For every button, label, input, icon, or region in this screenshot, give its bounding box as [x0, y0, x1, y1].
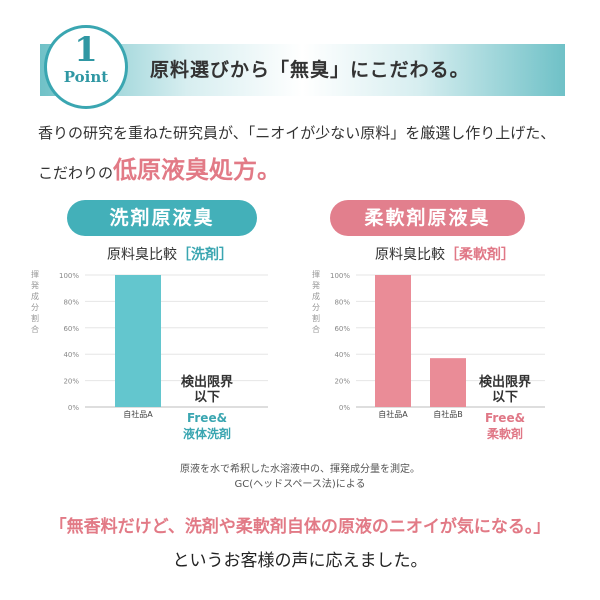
category-label: 液体洗剤	[183, 426, 231, 441]
chart-title-bracket: ［洗剤］	[177, 247, 233, 263]
detection-limit-annotation: 以下	[492, 390, 518, 405]
closing-line: というお客様の声に応えました。	[172, 551, 428, 571]
bar	[430, 358, 466, 407]
y-tick-label: 0%	[339, 404, 350, 412]
customer-quote: 「無香料だけど、洗剤や柔軟剤自体の原液のニオイが気になる。」	[49, 517, 551, 537]
y-axis-label-char: 割	[31, 313, 39, 323]
y-tick-label: 80%	[63, 298, 79, 306]
point-badge	[44, 25, 128, 109]
y-tick-label: 100%	[59, 272, 79, 280]
y-axis-label-char: 発	[312, 281, 320, 290]
y-tick-label: 0%	[68, 404, 79, 412]
bar	[375, 275, 411, 407]
detergent-chart-title: 原料臭比較［洗剤］	[107, 244, 233, 264]
chart-title-bracket: ［柔軟剤］	[445, 247, 515, 263]
detergent-pill: 洗剤原液臭	[67, 200, 257, 236]
detection-limit-annotation: 以下	[194, 390, 220, 405]
y-tick-label: 20%	[334, 378, 350, 386]
intro-line-1: 香りの研究を重ねた研究員が、「ニオイが少ない原料」を厳選し作り上げた、	[38, 124, 556, 142]
y-axis-label-char: 成	[312, 291, 320, 301]
softener-chart-title: 原料臭比較［柔軟剤］	[375, 244, 515, 264]
method-note-1: 原液を水で希釈した水溶液中の、揮発成分量を測定。	[180, 464, 420, 475]
intro-emphasis: 低原液臭処方。	[113, 156, 282, 184]
y-axis-label-char: 分	[312, 303, 320, 312]
softener-pill: 柔軟剤原液臭	[330, 200, 525, 236]
intro-prefix: こだわりの	[38, 164, 114, 182]
category-label: 柔軟剤	[486, 426, 523, 441]
y-tick-label: 60%	[334, 325, 350, 333]
y-tick-label: 100%	[330, 272, 350, 280]
category-label: 自社品A	[378, 409, 408, 419]
headline: 原料選びから「無臭」にこだわる。	[150, 59, 470, 81]
detection-limit-annotation: 検出限界	[479, 374, 531, 390]
chart-title-text: 原料臭比較	[375, 247, 445, 263]
point-number: 1	[74, 30, 98, 70]
bar	[115, 275, 161, 407]
category-label: 自社品A	[123, 409, 153, 419]
y-axis-label-char: 分	[31, 303, 39, 312]
chart-title-text: 原料臭比較	[107, 247, 177, 263]
method-note-2: GC(ヘッドスペース法)による	[234, 479, 366, 490]
y-axis-label-char: 割	[312, 313, 320, 323]
y-axis-label-char: 揮	[31, 269, 39, 279]
category-label: Free&	[187, 411, 227, 425]
y-tick-label: 60%	[63, 325, 79, 333]
y-tick-label: 80%	[334, 298, 350, 306]
category-label: 自社品B	[433, 409, 463, 419]
detection-limit-annotation: 検出限界	[181, 374, 233, 390]
point-label: Point	[63, 68, 109, 86]
y-axis-label-char: 合	[31, 324, 39, 334]
y-tick-label: 20%	[63, 378, 79, 386]
intro-line-2: こだわりの低原液臭処方。	[38, 150, 281, 185]
y-tick-label: 40%	[63, 351, 79, 359]
y-axis-label-char: 発	[31, 281, 39, 290]
y-axis-label-char: 成	[31, 291, 39, 301]
y-axis-label-char: 合	[312, 324, 320, 334]
y-tick-label: 40%	[334, 351, 350, 359]
category-label: Free&	[485, 411, 525, 425]
y-axis-label-char: 揮	[312, 269, 320, 279]
